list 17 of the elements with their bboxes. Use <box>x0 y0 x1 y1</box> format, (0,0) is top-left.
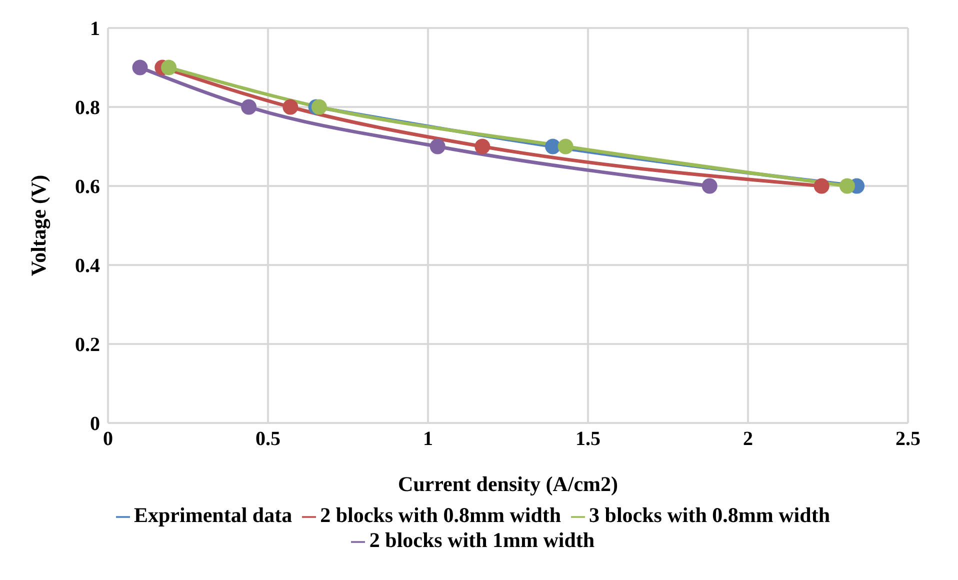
legend-label: Exprimental data <box>134 503 292 527</box>
legend-label: 2 blocks with 0.8mm width <box>320 503 562 527</box>
x-tick-label: 1.5 <box>576 428 600 450</box>
x-tick-label: 1 <box>423 428 433 450</box>
y-axis-title: Voltage (V) <box>26 174 50 276</box>
y-tick-label: 0.8 <box>75 97 100 120</box>
x-tick-label: 2.5 <box>896 428 920 450</box>
x-tick-label: 2 <box>743 428 753 450</box>
y-tick-label: 0.2 <box>75 334 100 356</box>
y-tick-label: 0.4 <box>75 255 100 278</box>
y-tick-label: 0 <box>90 413 100 436</box>
legend-label: 3 blocks with 0.8mm width <box>589 503 830 527</box>
y-tick-label: 0.6 <box>75 176 100 198</box>
x-axis-title: Current density (A/cm2) <box>398 472 618 496</box>
y-tick-label: 1 <box>90 18 100 40</box>
x-tick-label: 0.5 <box>256 428 280 450</box>
legend-label: 2 blocks with 1mm width <box>369 528 595 552</box>
